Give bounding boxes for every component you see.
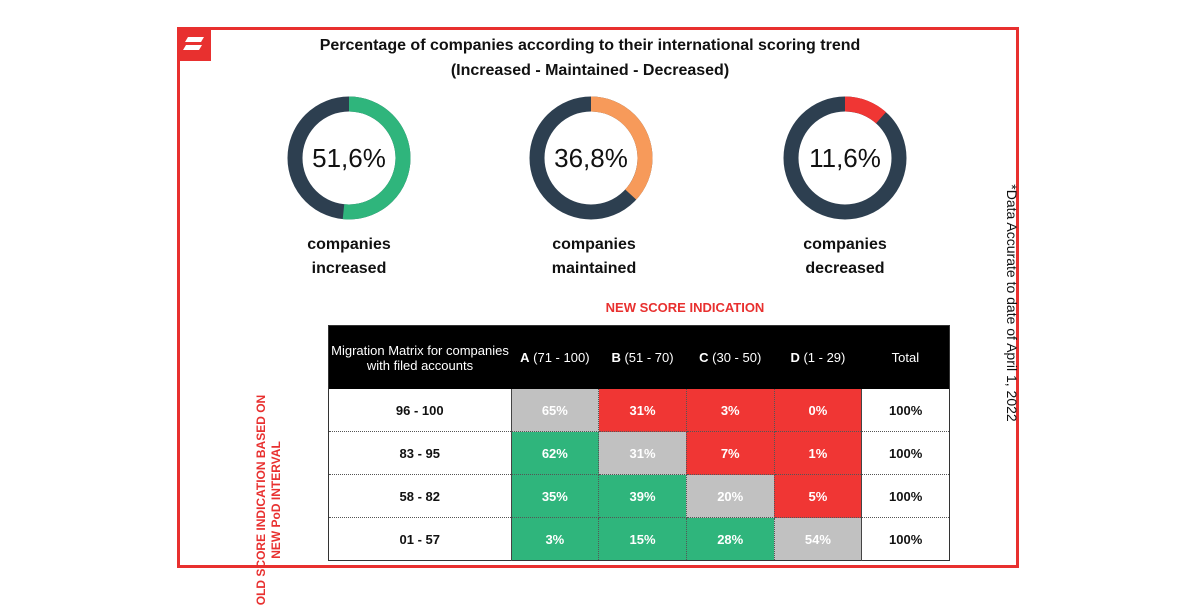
donut-decreased — [783, 96, 907, 220]
table-row: 58 - 82 35% 39% 20% 5% 100% — [328, 474, 950, 518]
data-accuracy-note: *Data Accurate to date of April 1, 2022 — [1004, 184, 1020, 422]
matrix-cell: 62% — [511, 431, 600, 475]
caption-line: increased — [311, 260, 387, 277]
table-row: 96 - 100 65% 31% 3% 0% 100% — [328, 389, 950, 432]
caption-line: companies — [803, 236, 887, 253]
table-row: 83 - 95 62% 31% 7% 1% 100% — [328, 431, 950, 475]
row-total: 100% — [861, 389, 950, 432]
donut-arc-increased — [287, 96, 411, 220]
caption-line: decreased — [805, 260, 885, 277]
column-header-c: C (30 - 50) — [686, 325, 775, 389]
caption-increased: companies increased — [259, 233, 439, 281]
column-header-b: B (51 - 70) — [598, 325, 687, 389]
column-range: (71 - 100) — [529, 350, 590, 365]
matrix-cell: 1% — [774, 431, 863, 475]
matrix-cell: 7% — [686, 431, 775, 475]
caption-maintained: companies maintained — [504, 233, 684, 281]
matrix-cell: 31% — [598, 389, 687, 432]
donut-maintained — [529, 96, 653, 220]
matrix-cell: 15% — [598, 517, 687, 561]
old-score-axis-label: OLD SCORE INDICATION BASED ON NEW PoD IN… — [254, 394, 283, 606]
matrix-header-row: Migration Matrix for companies with file… — [328, 325, 950, 389]
row-total: 100% — [861, 474, 950, 518]
row-total: 100% — [861, 431, 950, 475]
caption-decreased: companies decreased — [755, 233, 935, 281]
column-header-a: A (71 - 100) — [511, 325, 599, 389]
matrix-cell: 28% — [686, 517, 775, 561]
matrix-cell: 35% — [511, 474, 600, 518]
matrix-cell: 65% — [511, 389, 600, 432]
row-label: 96 - 100 — [328, 389, 512, 432]
migration-matrix: Migration Matrix for companies with file… — [328, 325, 950, 561]
new-score-axis-label: NEW SCORE INDICATION — [605, 300, 765, 315]
matrix-corner-label: Migration Matrix for companies with file… — [328, 325, 511, 389]
matrix-cell: 20% — [686, 474, 775, 518]
column-range: (30 - 50) — [708, 350, 762, 365]
matrix-cell: 31% — [598, 431, 687, 475]
row-total: 100% — [861, 517, 950, 561]
donut-value-increased: 51,6% — [312, 143, 386, 173]
matrix-cell: 3% — [686, 389, 775, 432]
matrix-cell: 5% — [774, 474, 863, 518]
matrix-cell: 39% — [598, 474, 687, 518]
donut-value-decreased: 11,6% — [809, 143, 881, 173]
matrix-cell: 54% — [774, 517, 863, 561]
donut-increased — [287, 96, 411, 220]
column-letter: A — [520, 350, 530, 365]
caption-line: companies — [307, 236, 391, 253]
table-row: 01 - 57 3% 15% 28% 54% 100% — [328, 517, 950, 561]
column-letter: D — [790, 350, 800, 365]
donut-arc-maintained — [529, 96, 653, 220]
matrix-cell: 3% — [511, 517, 600, 561]
column-letter: B — [611, 350, 621, 365]
donut-value-maintained: 36,8% — [554, 143, 628, 173]
caption-line: companies — [552, 236, 636, 253]
brand-slash-logo-icon — [177, 27, 211, 61]
chart-subtitle: (Increased - Maintained - Decreased) — [450, 62, 730, 79]
column-range: (51 - 70) — [620, 350, 674, 365]
donut-arc-decreased — [783, 96, 907, 220]
matrix-cell: 0% — [774, 389, 863, 432]
column-letter: C — [699, 350, 709, 365]
chart-title: Percentage of companies according to the… — [319, 37, 861, 54]
row-label: 01 - 57 — [328, 517, 512, 561]
caption-line: maintained — [551, 260, 637, 277]
row-label: 83 - 95 — [328, 431, 512, 475]
row-label: 58 - 82 — [328, 474, 512, 518]
column-range: (1 - 29) — [799, 350, 846, 365]
chart-frame — [177, 27, 1019, 568]
column-header-d: D (1 - 29) — [774, 325, 862, 389]
column-header-total: Total — [861, 325, 950, 389]
